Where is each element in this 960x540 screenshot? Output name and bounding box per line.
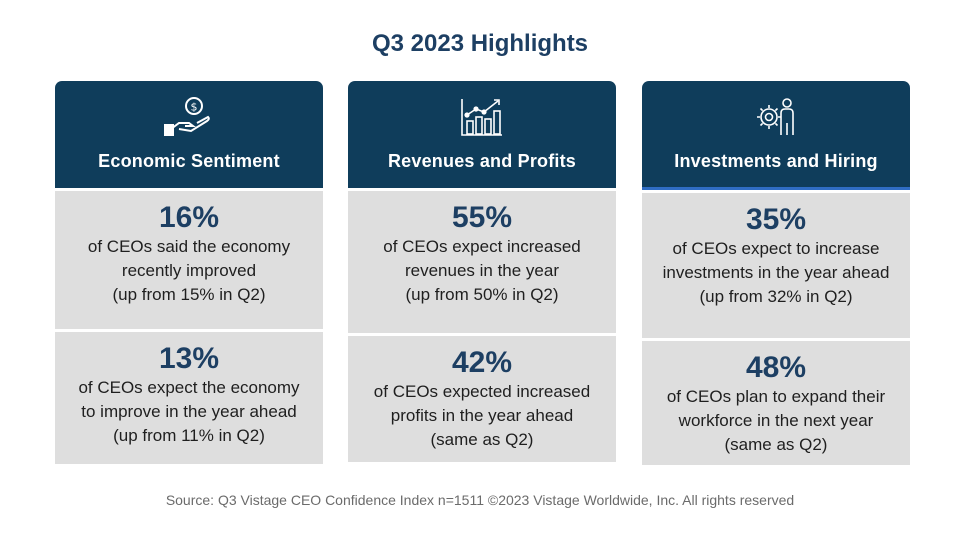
stat-value: 55% [451, 201, 513, 234]
stat-text: workforce in the next year [678, 411, 874, 430]
investments-hiring-card: Investments and Hiring 35% of CEOs expec… [642, 81, 910, 465]
stat-text: profits in the year ahead [390, 406, 574, 425]
stat-text: of CEOs plan to expand their [666, 387, 886, 406]
card-header: Investments and Hiring [642, 81, 910, 190]
money-hand-icon: $ [164, 97, 210, 136]
stat-panel: 13% of CEOs expect the economy to improv… [55, 332, 323, 464]
stat-value: 48% [745, 351, 807, 384]
stat-text: to improve in the year ahead [81, 402, 297, 421]
stat-value: 35% [745, 203, 807, 236]
card-header: $ Economic Sentiment [55, 81, 323, 188]
gear-person-icon [757, 98, 794, 135]
stat-panel: 48% of CEOs plan to expand their workfor… [642, 341, 910, 465]
stat-panel: 35% of CEOs expect to increase investmen… [642, 193, 910, 338]
stat-text: (up from 32% in Q2) [699, 287, 853, 306]
card-header: Revenues and Profits [348, 81, 616, 188]
page-title: Q3 2023 Highlights [371, 30, 589, 57]
stat-text: (up from 15% in Q2) [112, 285, 266, 304]
stat-text: of CEOs expect to increase [672, 239, 880, 258]
stat-text: (up from 50% in Q2) [405, 285, 559, 304]
stat-text: revenues in the year [404, 261, 560, 280]
stat-panel: 55% of CEOs expect increased revenues in… [348, 191, 616, 333]
card-heading: Economic Sentiment [98, 151, 280, 171]
stat-text: (up from 11% in Q2) [113, 426, 265, 445]
stat-text: of CEOs expect increased [383, 237, 581, 256]
source-footnote: Source: Q3 Vistage CEO Confidence Index … [165, 492, 795, 508]
stat-text: investments in the year ahead [662, 263, 890, 282]
stat-value: 13% [158, 342, 220, 375]
svg-text:$: $ [191, 101, 198, 114]
stat-text: of CEOs said the economy [87, 237, 291, 256]
stat-panel: 42% of CEOs expected increased profits i… [348, 336, 616, 462]
revenues-profits-card: Revenues and Profits 55% of CEOs expect … [348, 81, 616, 462]
stat-text: of CEOs expect the economy [78, 378, 300, 397]
card-heading: Investments and Hiring [674, 151, 878, 171]
card-heading: Revenues and Profits [387, 151, 577, 171]
economic-sentiment-card: $ Economic Sentiment 16% of CEOs said th… [55, 81, 323, 464]
stat-text: (same as Q2) [724, 435, 828, 454]
stat-value: 16% [158, 201, 220, 234]
stat-text: of CEOs expected increased [373, 382, 591, 401]
growth-chart-icon [461, 99, 502, 136]
stat-value: 42% [451, 346, 513, 379]
stat-panel: 16% of CEOs said the economy recently im… [55, 191, 323, 329]
stat-text: recently improved [121, 261, 257, 280]
stat-text: (same as Q2) [430, 430, 534, 449]
